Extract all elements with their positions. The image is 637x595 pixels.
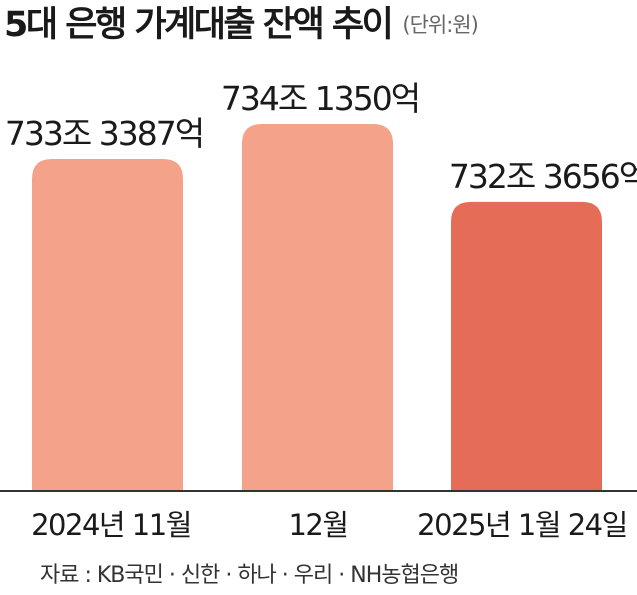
bar-2 — [242, 124, 393, 491]
bar-1 — [32, 159, 183, 491]
category-label-2: 12월 — [288, 508, 347, 542]
chart-title-row: 5대 은행 가계대출 잔액 추이 (단위:원) — [4, 2, 636, 48]
value-label-3: 732조 3656억 — [449, 157, 637, 196]
category-label-3: 2025년 1월 24일 — [417, 508, 627, 542]
source-note: 자료 : KB국민 · 신한 · 하나 · 우리 · NH농협은행 — [40, 563, 459, 588]
category-label-1: 2024년 11월 — [31, 508, 191, 542]
category-labels-group: 2024년 11월 12월 2025년 1월 24일 — [31, 508, 628, 542]
bars-group — [32, 124, 602, 491]
value-label-2: 734조 1350억 — [221, 79, 419, 118]
chart-title: 5대 은행 가계대출 잔액 추이 — [4, 5, 394, 45]
value-label-1: 733조 3387억 — [5, 114, 203, 153]
unit-label: (단위:원) — [402, 13, 478, 37]
bar-3 — [451, 201, 602, 491]
value-labels-group: 733조 3387억 734조 1350억 732조 3656억 — [5, 79, 637, 196]
